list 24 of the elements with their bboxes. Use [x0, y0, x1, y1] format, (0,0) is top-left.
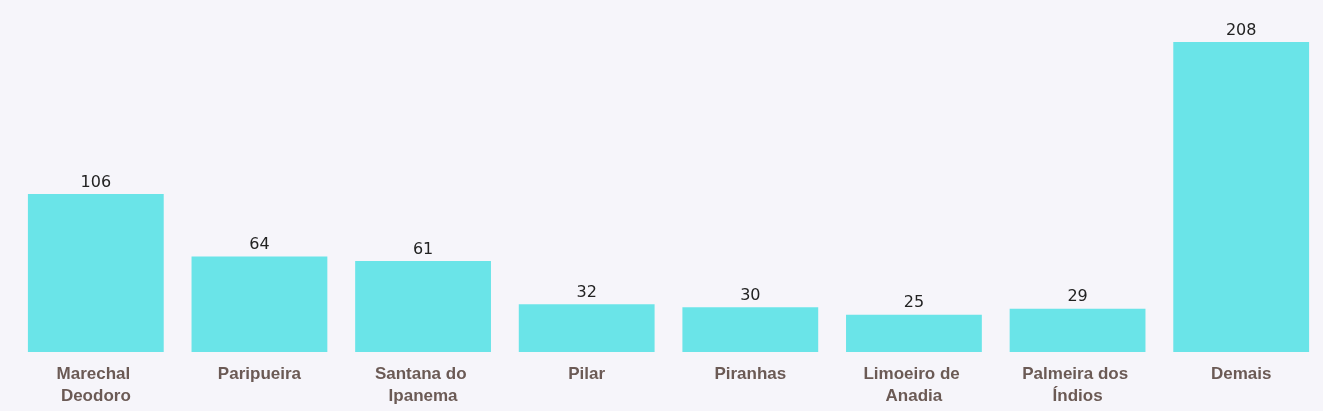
x-tick-label: Pilar	[568, 363, 606, 383]
bar	[1009, 308, 1146, 352]
data-label: 106	[80, 171, 112, 191]
bar	[518, 304, 655, 352]
data-label: 61	[412, 238, 434, 258]
data-label: 208	[1225, 19, 1257, 39]
data-label: 64	[249, 234, 270, 254]
bar	[191, 256, 328, 352]
x-tick-label: Santana do Ipanema	[374, 363, 472, 405]
data-label: 30	[740, 284, 761, 304]
x-tick-label: Marechal Deodoro	[56, 363, 136, 405]
data-label: 25	[903, 292, 925, 312]
x-tick-label: Paripueira	[217, 363, 302, 383]
bar	[682, 307, 819, 352]
x-tick-label: Palmeira dos Índios	[1022, 363, 1133, 405]
x-tick-label: Limoeiro de Anadia	[863, 363, 965, 405]
data-label: 32	[576, 281, 597, 301]
x-tick-label: Piranhas	[714, 363, 787, 383]
data-label: 29	[1067, 286, 1088, 306]
bar	[355, 261, 491, 352]
x-tick-label: Demais	[1210, 363, 1272, 383]
bar	[846, 314, 982, 352]
bar	[1173, 42, 1310, 352]
bar	[27, 194, 164, 352]
